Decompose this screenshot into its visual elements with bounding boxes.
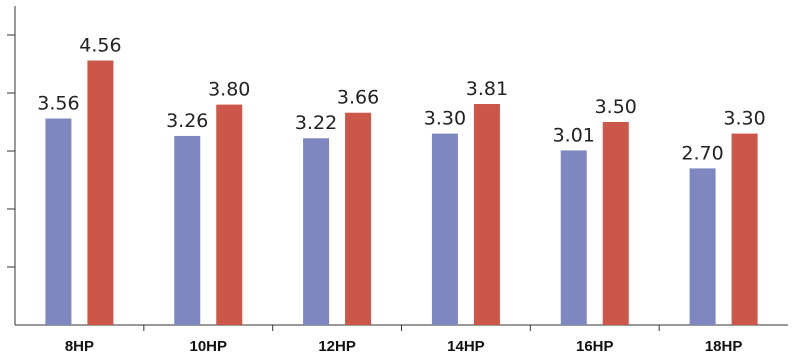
chart-x-axis-ticks: 8HP 10HP 12HP 14HP 16HP 18HP — [65, 325, 743, 355]
data-label: 3.56 — [37, 93, 79, 115]
x-tick-label: 14HP — [447, 338, 485, 355]
data-label: 3.81 — [466, 78, 508, 100]
data-label: 4.56 — [79, 35, 121, 57]
data-label: 3.26 — [166, 110, 208, 132]
bar — [560, 150, 587, 325]
bar — [345, 112, 372, 325]
bar — [87, 60, 114, 326]
bar — [689, 168, 716, 325]
data-label: 3.22 — [295, 112, 337, 134]
bar — [431, 133, 458, 325]
x-tick-label: 8HP — [65, 338, 94, 355]
data-label: 3.30 — [424, 108, 466, 130]
chart-bars — [45, 60, 758, 326]
x-tick-label: 12HP — [318, 338, 356, 355]
bar — [731, 133, 758, 325]
bar — [303, 138, 330, 325]
chart-value-labels: 3.564.563.263.803.223.663.303.813.013.50… — [37, 35, 765, 165]
x-tick-label: 10HP — [189, 338, 227, 355]
data-label: 3.66 — [337, 87, 379, 109]
data-label: 3.30 — [723, 108, 765, 130]
data-label: 3.50 — [595, 96, 637, 118]
chart-axes — [7, 6, 788, 326]
bar — [45, 118, 72, 326]
x-tick-label: 18HP — [705, 338, 743, 355]
data-label: 3.01 — [553, 124, 595, 146]
bar — [602, 122, 629, 325]
bar — [174, 135, 201, 325]
bar — [216, 104, 243, 325]
data-label: 3.80 — [208, 79, 250, 101]
x-tick-label: 16HP — [576, 338, 614, 355]
data-label: 2.70 — [681, 142, 723, 164]
bar — [473, 104, 500, 326]
